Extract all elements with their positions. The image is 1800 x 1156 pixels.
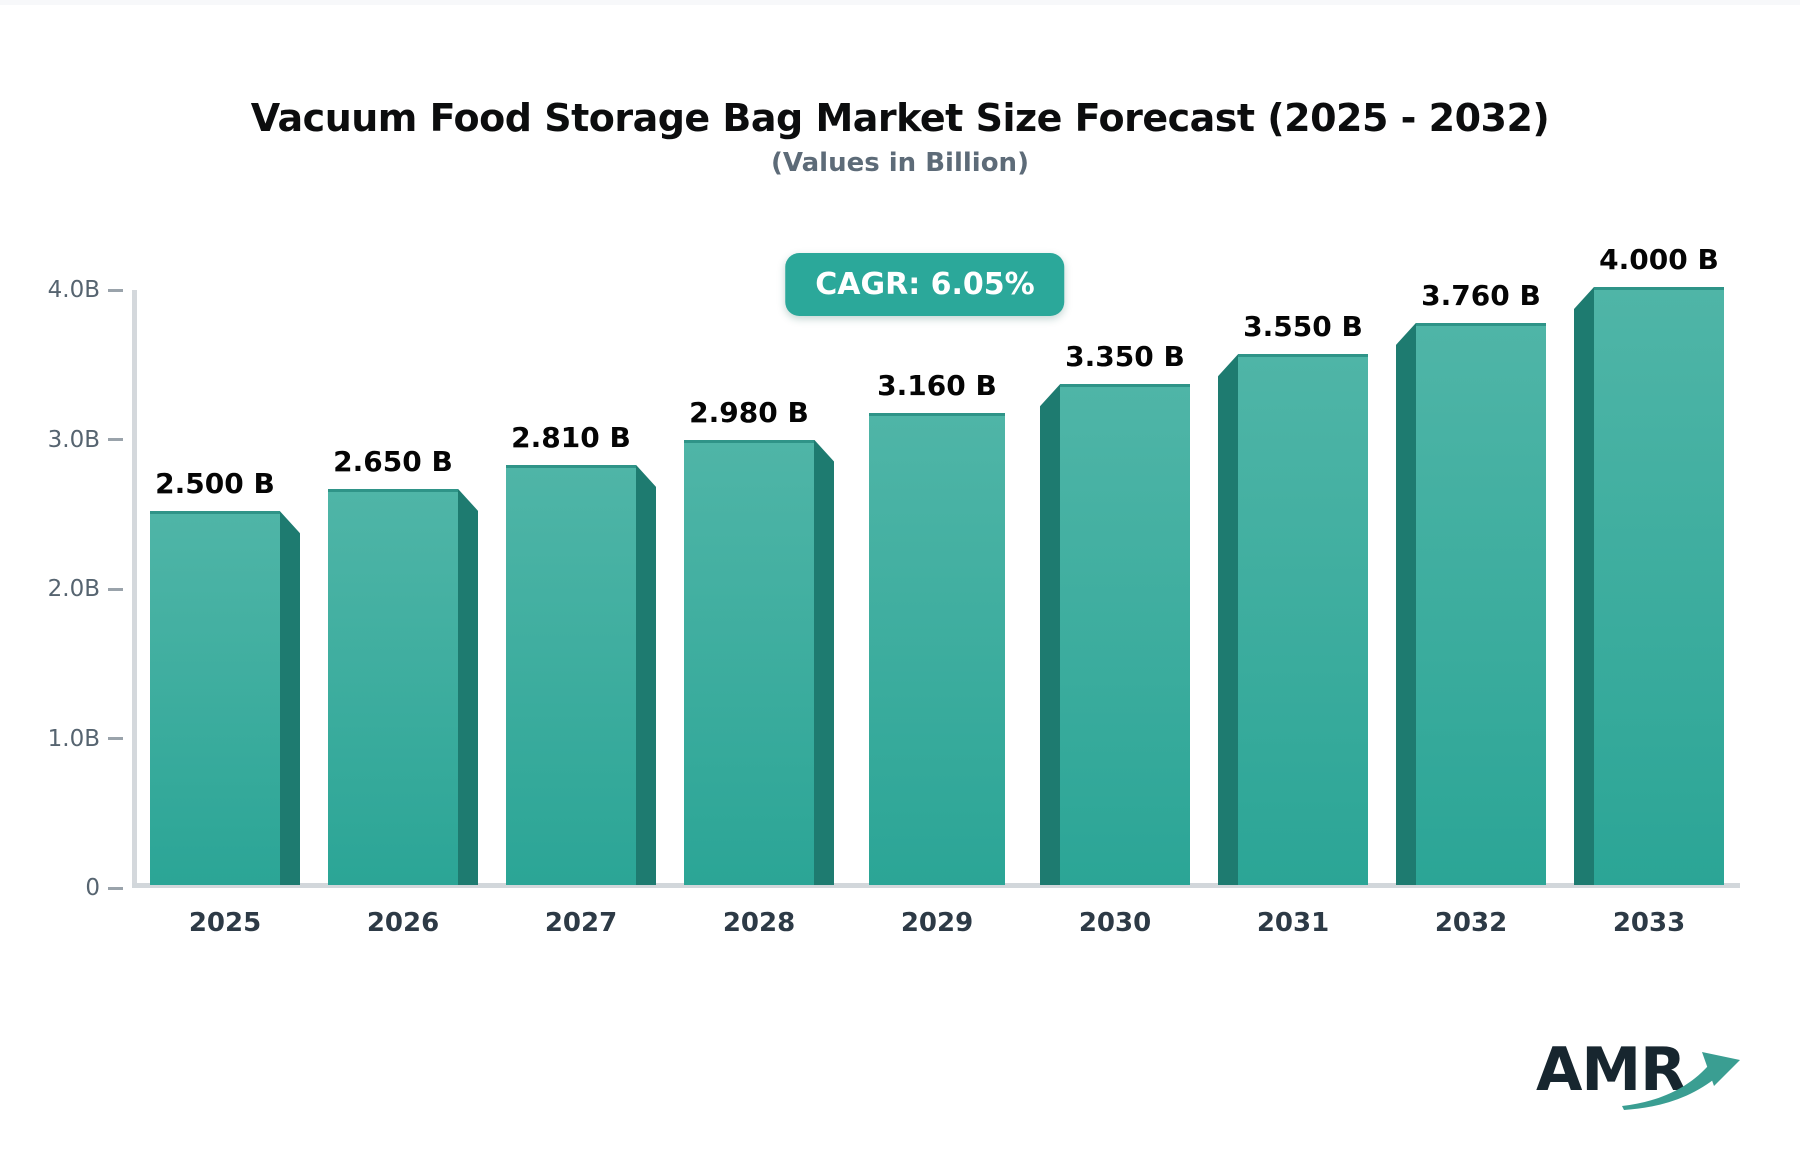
x-axis-label-2029: 2029 [900,908,974,938]
bar-side-face [280,511,300,885]
bar-face [328,488,458,885]
bar-value-label: 3.350 B [1065,340,1185,374]
bar-face [1238,354,1368,885]
bar-value-label: 3.760 B [1421,278,1541,312]
x-axis-label-2028: 2028 [722,908,796,938]
bar-face [684,439,814,885]
bar-side-face [1218,354,1238,885]
bar-value-label: 2.500 B [155,467,275,501]
top-edge-strip [0,0,1800,5]
y-axis-tick-label: 3.0B [47,426,100,453]
x-axis-label-2031: 2031 [1256,908,1330,938]
bar-value-label: 2.650 B [333,444,453,478]
x-axis-line [132,883,1740,888]
bar-value-label: 2.980 B [689,395,809,429]
x-axis-label-2026: 2026 [366,908,440,938]
y-axis-tick-label: 4.0B [47,277,100,303]
bar-side-face [636,464,656,885]
bar-face [1060,384,1190,885]
y-axis-tick-label: 2.0B [47,576,100,602]
y-axis-tick-mark [108,886,123,890]
bar-chart: 0 1.0B 2.0B 3.0B 4.0B 2.500 B 2.650 B 2.810 B 2… [48,243,1740,901]
bar-face [1416,322,1546,885]
x-axis-label-2033: 2033 [1612,908,1686,938]
bar-value-label: 3.160 B [877,368,997,402]
bar-side-face [814,439,834,885]
x-axis: 2025 2026 2027 2028 2029 2030 2031 2032 2033 [132,908,1740,948]
bar-2029: 3.160 B [862,369,1012,885]
x-axis-label-2027: 2027 [544,908,618,938]
bar-2028: 2.980 B [684,396,834,885]
bar-side-face [1574,287,1594,885]
x-axis-label-2030: 2030 [1078,908,1152,938]
y-axis-line [132,290,137,888]
y-axis-tick-mark [108,587,123,591]
y-axis-tick-label: 1.0B [47,725,100,752]
bar-face [869,412,1005,885]
bar-2031: 3.550 B [1218,310,1368,885]
bar-value-label: 4.000 B [1599,243,1719,276]
x-axis-label-2032: 2032 [1434,908,1508,938]
chart-subtitle: (Values in Billion) [771,148,1029,178]
bar-2025: 2.500 B [150,467,300,885]
bar-2032: 3.760 B [1396,279,1546,885]
bar-side-face [1396,322,1416,885]
bar-side-face [458,488,478,885]
bar-face [1594,287,1724,885]
y-axis-tick-mark [108,737,123,740]
bar-2026: 2.650 B [328,445,478,885]
amr-logo-text: AMR [1536,1035,1686,1105]
y-axis-tick-mark [108,288,123,292]
bar-value-label: 2.810 B [511,420,631,454]
bar-2033: 4.000 B [1574,243,1724,885]
bar-2030: 3.350 B [1040,340,1190,885]
y-axis-tick-label: 0 [85,875,100,901]
growth-arrow-icon [1622,1052,1740,1110]
bar-face [506,464,636,885]
bar-side-face [1040,384,1060,885]
bar-value-label: 3.550 B [1243,310,1363,344]
cagr-badge: CAGR: 6.05% [785,253,1065,316]
y-axis-tick-mark [108,438,123,441]
x-axis-label-2025: 2025 [188,908,262,938]
bar-2027: 2.810 B [506,421,656,885]
chart-title: Vacuum Food Storage Bag Market Size Fore… [250,96,1550,140]
amr-logo: AMR [1536,1034,1766,1124]
bar-face [150,511,280,885]
